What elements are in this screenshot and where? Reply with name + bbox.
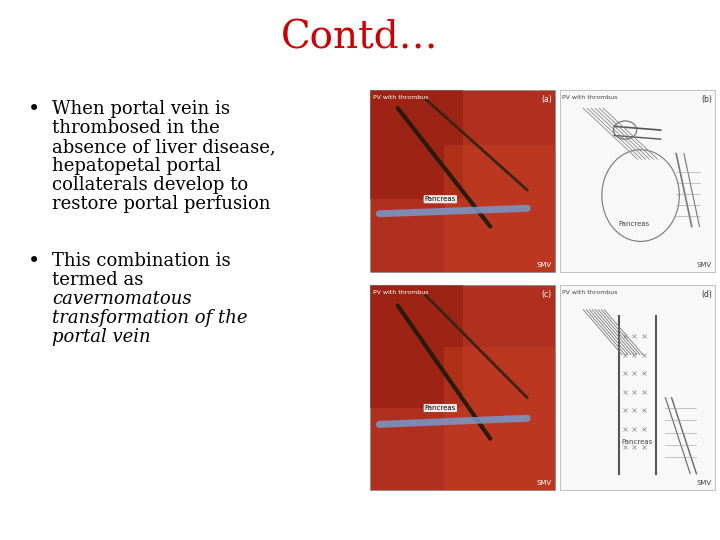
Text: transformation of the: transformation of the — [52, 309, 248, 327]
Bar — [370, 90, 462, 199]
Text: (d): (d) — [701, 290, 712, 299]
Text: •: • — [28, 252, 40, 271]
Text: (c): (c) — [542, 290, 552, 299]
Text: (a): (a) — [541, 95, 552, 104]
Text: SMV: SMV — [537, 262, 552, 268]
Text: When portal vein is: When portal vein is — [52, 100, 230, 118]
Text: PV with thrombus: PV with thrombus — [562, 290, 618, 295]
Text: SMV: SMV — [697, 480, 712, 486]
Text: hepatopetal portal: hepatopetal portal — [52, 157, 221, 175]
Text: Pancreas: Pancreas — [425, 196, 456, 202]
Text: Pancreas: Pancreas — [618, 221, 650, 227]
Text: SMV: SMV — [537, 480, 552, 486]
Text: collaterals develop to: collaterals develop to — [52, 176, 248, 194]
Text: cavernomatous: cavernomatous — [52, 290, 192, 308]
Text: termed as: termed as — [52, 271, 143, 289]
Bar — [444, 347, 555, 490]
Bar — [444, 145, 555, 272]
Text: portal vein: portal vein — [52, 328, 150, 346]
Text: thrombosed in the: thrombosed in the — [52, 119, 220, 137]
Text: PV with thrombus: PV with thrombus — [562, 95, 618, 100]
Text: This combination is: This combination is — [52, 252, 230, 270]
Text: SMV: SMV — [697, 262, 712, 268]
Bar — [560, 90, 715, 272]
Bar — [370, 285, 462, 408]
Text: Pancreas: Pancreas — [622, 438, 653, 445]
Bar — [560, 285, 715, 490]
Text: PV with thrombus: PV with thrombus — [373, 95, 428, 100]
Bar — [370, 90, 555, 272]
Text: (b): (b) — [701, 95, 712, 104]
Bar — [370, 285, 555, 490]
Text: Pancreas: Pancreas — [425, 405, 456, 411]
Text: restore portal perfusion: restore portal perfusion — [52, 195, 271, 213]
Text: •: • — [28, 100, 40, 119]
Text: PV with thrombus: PV with thrombus — [373, 290, 428, 295]
Text: Contd…: Contd… — [282, 19, 438, 57]
Text: absence of liver disease,: absence of liver disease, — [52, 138, 276, 156]
